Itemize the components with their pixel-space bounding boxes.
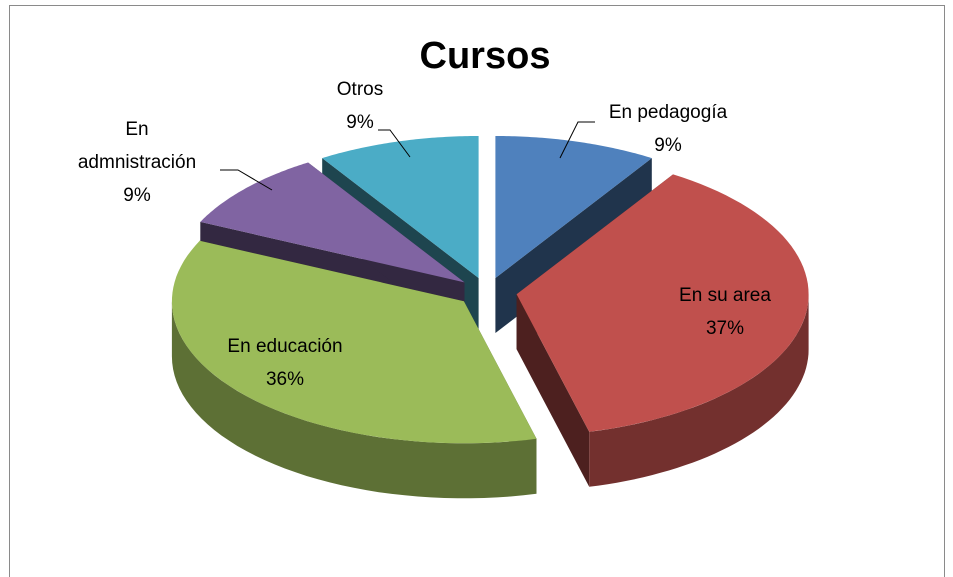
category-label: En su area [679,285,771,306]
category-label: En educación [227,336,342,357]
slice-side [516,294,590,487]
category-label: En admnistración [78,119,196,173]
category-label: En pedagogía [609,102,728,123]
slice-wall [589,294,809,487]
pie-slice [171,240,537,499]
category-label: Otros [337,79,383,100]
value-label: 37% [706,318,744,339]
value-label: 36% [266,369,304,390]
labels: En pedagogía 9% En su area 37% En educación 3… [78,79,772,390]
leader-line [378,129,411,158]
slice-top [495,136,652,278]
value-label: 9% [123,185,151,206]
chart-title: Cursos [420,35,551,77]
slice-top [516,174,809,432]
value-label: 9% [654,135,682,156]
leader-line [559,121,595,159]
pie-slice [516,174,809,487]
value-label: 9% [346,112,374,133]
pie [171,136,809,499]
slice-top [322,136,479,278]
leader-line [220,169,273,191]
slice-top [200,162,465,283]
slice-wall [171,301,537,499]
slice-top [171,240,537,444]
